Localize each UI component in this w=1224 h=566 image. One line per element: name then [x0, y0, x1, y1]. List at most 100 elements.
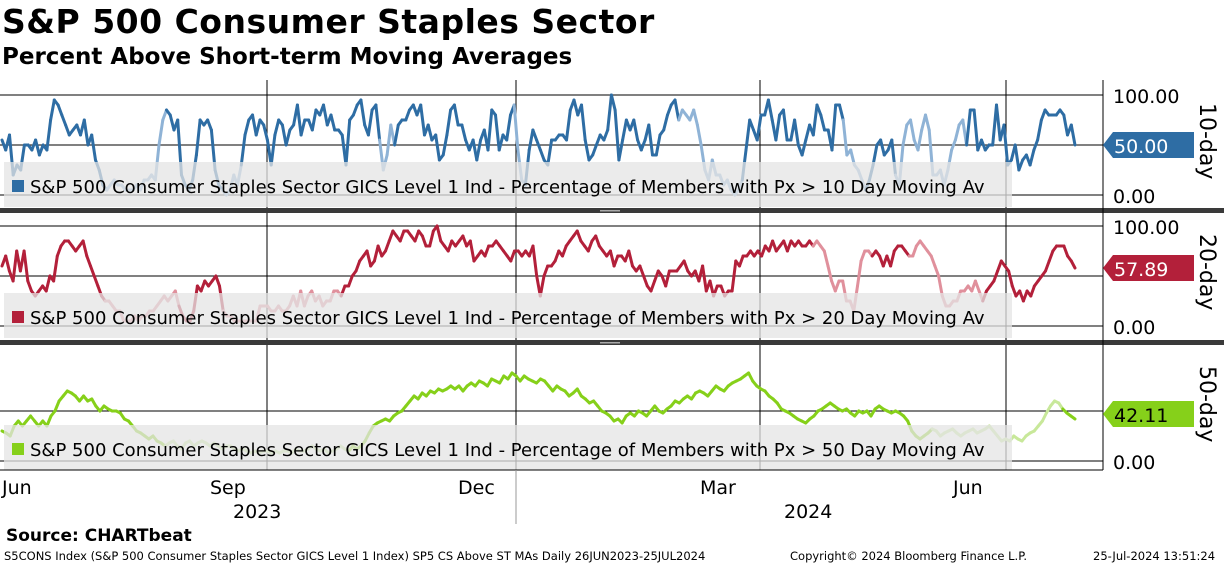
series-segment: [992, 269, 1000, 283]
xtick-year-2023: 2023: [233, 501, 281, 523]
series-segment: [933, 264, 941, 278]
series-segment: [404, 108, 411, 122]
series-segment: [269, 133, 277, 167]
series-segment: [542, 264, 550, 278]
series-segment: [826, 264, 834, 283]
series-segment: [273, 118, 281, 137]
series-segment: [194, 118, 202, 157]
series-segment: [602, 128, 610, 142]
series-segment: [85, 254, 92, 268]
series-segment: [239, 133, 247, 167]
series-segment: [950, 138, 957, 152]
series-segment: [398, 229, 406, 243]
series-segment: [973, 279, 981, 293]
series-segment: [830, 103, 838, 152]
series-segment: [662, 113, 669, 132]
series-segment: [701, 264, 708, 293]
series-segment: [822, 249, 830, 268]
series-segment: [1044, 259, 1051, 273]
series-segment: [468, 239, 476, 263]
series-segment: [755, 113, 763, 142]
series-segment: [1047, 249, 1055, 263]
series-segment: [445, 108, 453, 137]
series-segment: [351, 103, 359, 117]
series-segment: [60, 113, 68, 127]
panel-separators[interactable]: [0, 208, 1224, 345]
series-segment: [738, 254, 745, 268]
series-segment: [937, 274, 944, 298]
series-segment: [649, 279, 657, 293]
series-segment: [815, 103, 823, 117]
series-segment: [561, 244, 568, 258]
series-segment: [89, 264, 96, 278]
series-segment: [81, 239, 89, 258]
series-segment: [682, 259, 690, 273]
series-segment: [953, 123, 961, 142]
series-segment: [1002, 123, 1010, 167]
series-segment: [384, 239, 391, 253]
series-segment: [434, 133, 441, 162]
legend-text-10day: S&P 500 Consumer Staples Sector GICS Lev…: [30, 177, 985, 198]
last-value-tag-50day: 42.11: [1103, 401, 1194, 427]
series-segment: [1017, 158, 1025, 172]
chart-subtitle: Percent Above Short-term Moving Averages: [2, 44, 573, 70]
series-segment: [638, 264, 646, 278]
series-segment: [441, 133, 449, 157]
ytick-10day-top: 100.00: [1113, 86, 1179, 108]
series-segment: [606, 93, 613, 132]
series-segment: [206, 118, 213, 132]
series-segment: [591, 143, 598, 157]
series-segment: [426, 123, 434, 142]
series-segment: [1062, 113, 1069, 137]
series-segment: [546, 138, 554, 167]
series-segment: [609, 93, 617, 112]
series-segment: [486, 108, 494, 152]
series-segment: [819, 113, 826, 132]
series-segment: [586, 239, 594, 253]
series-segment: [284, 128, 292, 147]
series-segment: [856, 259, 863, 288]
series-segment: [90, 133, 97, 162]
xtick-year-2024: 2024: [784, 501, 832, 523]
series-segment: [366, 108, 374, 137]
legend-10day: S&P 500 Consumer Staples Sector GICS Lev…: [4, 162, 1012, 207]
series-segment: [512, 103, 520, 152]
last-value-50day: 42.11: [1114, 405, 1168, 427]
series-segment: [594, 234, 601, 248]
panel-label-20day: 20-day: [1194, 234, 1219, 310]
ytick-20day-bottom: 0.00: [1113, 317, 1155, 339]
footer-timestamp: 25-Jul-2024 13:51:24: [1093, 549, 1216, 563]
series-segment: [82, 118, 90, 147]
series-segment: [583, 138, 591, 162]
legend-text-50day: S&P 500 Consumer Staples Sector GICS Lev…: [30, 440, 985, 461]
series-segment: [811, 103, 819, 137]
series-segment: [419, 103, 426, 137]
series-segment: [639, 138, 647, 152]
series-segment: [428, 229, 435, 248]
series-segment: [594, 133, 602, 147]
series-segment: [774, 113, 782, 142]
series-segment: [1007, 269, 1014, 288]
series-segment: [385, 123, 393, 157]
series-segment: [483, 244, 491, 258]
series-segment: [322, 103, 329, 127]
series-segment: [632, 118, 640, 142]
series-segment: [299, 118, 307, 137]
series-segment: [531, 128, 539, 142]
series-segment: [673, 98, 681, 122]
legend-50day: S&P 500 Consumer Staples Sector GICS Lev…: [4, 425, 1012, 470]
series-segment: [1062, 244, 1070, 258]
series-segment: [435, 224, 443, 243]
series-segment: [1032, 138, 1040, 152]
series-segment: [45, 414, 53, 428]
last-value-tag-10day: 50.00: [1103, 132, 1194, 158]
series-segment: [374, 103, 382, 142]
panel-label-10day: 10-day: [1194, 103, 1219, 179]
series-segment: [911, 244, 918, 258]
chart-area[interactable]: S&P 500 Consumer Staples Sector GICS Lev…: [0, 0, 1224, 530]
series-segment: [800, 138, 808, 157]
series-segment: [1069, 414, 1077, 421]
y-tick-labels: 100.00 0.00 100.00 0.00 0.00: [1113, 86, 1179, 474]
series-segment: [980, 138, 987, 152]
series-segment: [310, 108, 318, 132]
